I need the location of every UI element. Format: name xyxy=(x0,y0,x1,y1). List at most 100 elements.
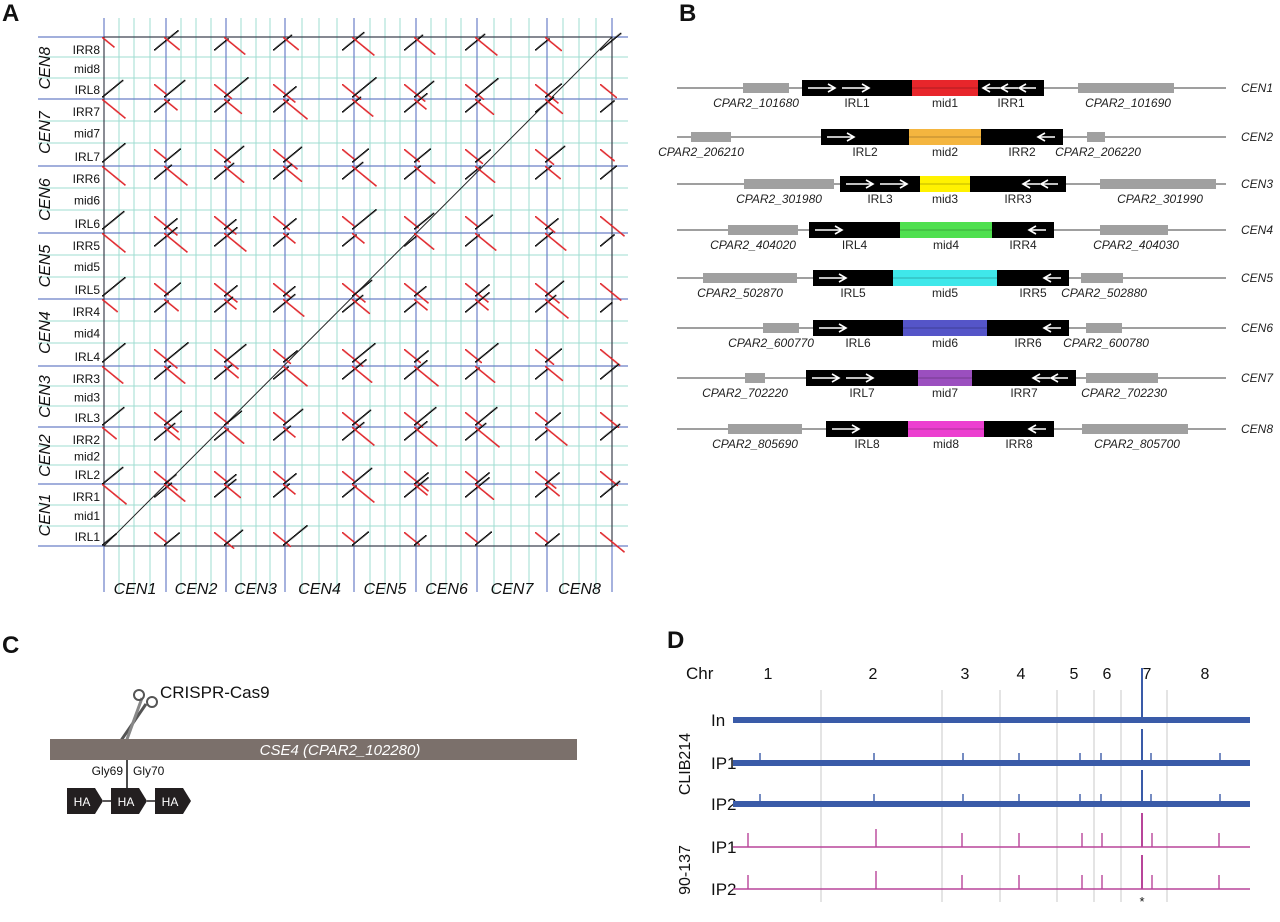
dot xyxy=(465,349,467,351)
dot xyxy=(237,533,239,535)
dot xyxy=(280,289,283,291)
dot xyxy=(479,40,481,43)
dot xyxy=(167,292,169,294)
dot xyxy=(236,175,238,178)
dot xyxy=(358,538,361,541)
dot xyxy=(353,93,355,95)
dot xyxy=(169,303,172,306)
dot xyxy=(122,116,125,118)
dot xyxy=(430,379,433,382)
dot xyxy=(219,240,222,243)
dot xyxy=(278,173,281,176)
dot xyxy=(603,436,605,438)
dot xyxy=(106,40,108,43)
dot xyxy=(168,430,170,433)
dot xyxy=(551,155,554,158)
dot xyxy=(351,157,354,159)
dot xyxy=(156,494,158,496)
left-arrow xyxy=(999,83,1018,93)
dot xyxy=(422,491,425,493)
dot xyxy=(478,300,480,302)
dot xyxy=(412,303,415,306)
dot xyxy=(537,47,539,49)
dot xyxy=(355,368,357,371)
dot xyxy=(342,439,344,441)
dot xyxy=(244,250,247,252)
dot xyxy=(102,366,104,368)
dot xyxy=(364,534,366,536)
dot xyxy=(432,442,435,444)
dot xyxy=(415,40,417,42)
dot xyxy=(110,353,113,356)
dot xyxy=(357,98,359,100)
dot xyxy=(276,285,278,288)
dot xyxy=(342,496,344,498)
dot xyxy=(600,471,602,473)
dot xyxy=(487,218,489,220)
dot xyxy=(542,432,545,435)
dot xyxy=(551,162,554,165)
dot xyxy=(108,171,111,173)
dot xyxy=(344,437,346,439)
dot xyxy=(546,366,548,369)
dot xyxy=(276,493,278,495)
dot xyxy=(178,532,180,534)
dot xyxy=(165,93,167,95)
dot xyxy=(618,480,621,483)
dot xyxy=(559,84,561,86)
dot xyxy=(467,85,469,88)
dot xyxy=(164,361,166,363)
dot xyxy=(347,475,350,478)
dot xyxy=(342,84,344,86)
dot xyxy=(353,160,355,162)
dot xyxy=(115,217,117,219)
dot xyxy=(216,109,218,111)
dot xyxy=(226,94,228,96)
dot xyxy=(115,472,117,474)
dot xyxy=(276,351,278,354)
dot xyxy=(356,37,358,39)
dot xyxy=(497,445,499,447)
dot xyxy=(286,480,288,482)
dot xyxy=(162,237,165,240)
dot xyxy=(361,415,364,418)
dot xyxy=(424,360,427,363)
dot xyxy=(282,291,285,293)
dot xyxy=(278,491,281,494)
dot xyxy=(215,438,217,440)
dot xyxy=(108,489,111,491)
dot xyxy=(557,414,559,416)
dot xyxy=(181,498,184,500)
dot xyxy=(556,108,558,110)
dot xyxy=(172,173,175,175)
dot xyxy=(348,172,351,175)
dot xyxy=(285,359,287,361)
dot xyxy=(415,543,417,545)
dot xyxy=(419,237,422,240)
dot xyxy=(425,415,427,417)
dot xyxy=(410,288,413,290)
dot xyxy=(419,41,422,44)
dot xyxy=(239,83,241,85)
dot xyxy=(214,439,216,441)
dot xyxy=(109,154,112,157)
dot xyxy=(434,444,437,446)
dot xyxy=(540,173,543,176)
dot xyxy=(217,46,219,48)
dot xyxy=(619,548,622,550)
dot xyxy=(227,235,229,238)
dot xyxy=(535,111,537,113)
dot xyxy=(229,303,232,306)
dot xyxy=(560,83,562,85)
dot xyxy=(238,48,240,51)
cen-label: CEN6 xyxy=(1241,321,1273,335)
dot xyxy=(552,154,555,157)
dot xyxy=(600,378,602,380)
dot xyxy=(483,173,486,175)
dot xyxy=(361,107,364,109)
dot xyxy=(364,308,366,311)
dot xyxy=(172,240,175,242)
dot xyxy=(536,438,538,440)
dot xyxy=(354,226,356,228)
dot xyxy=(279,372,282,375)
